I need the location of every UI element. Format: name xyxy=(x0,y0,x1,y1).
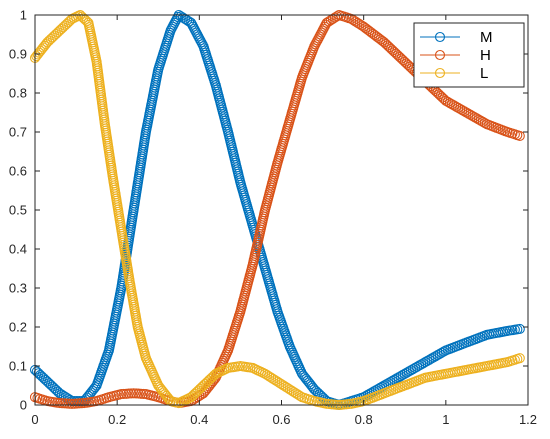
point-L-2-4 xyxy=(61,18,72,29)
point-L-16 xyxy=(186,392,197,403)
point-M-4-7 xyxy=(88,383,99,395)
series-L xyxy=(29,9,525,411)
point-M-1-2 xyxy=(45,379,56,390)
point-M-0-1 xyxy=(31,366,42,377)
point-M-0-5 xyxy=(38,373,49,384)
point-L-16-6 xyxy=(196,382,207,393)
point-M-0-6 xyxy=(40,374,51,385)
point-L-17-2 xyxy=(201,377,213,388)
point-L-24-5 xyxy=(294,390,306,401)
legend-label-H: H xyxy=(480,47,491,64)
y-tick-label: 0.7 xyxy=(9,125,27,140)
point-M-35 xyxy=(514,323,525,335)
point-L-1-3 xyxy=(47,32,58,43)
y-tick-label: 0.3 xyxy=(9,281,27,296)
point-M-3 xyxy=(66,396,78,407)
point-L-2 xyxy=(54,25,65,36)
x-tick-label: 1 xyxy=(442,412,449,427)
y-tick-label: 0.6 xyxy=(9,164,27,179)
x-tick-label: 0.4 xyxy=(190,412,208,427)
series-layer xyxy=(29,9,525,411)
point-L-16-3 xyxy=(191,387,202,398)
legend-marker-L xyxy=(434,67,446,79)
point-M-1 xyxy=(42,376,53,387)
y-tick-label: 0.9 xyxy=(9,47,27,62)
x-tick-label: 0.6 xyxy=(272,412,290,427)
point-L-1-2 xyxy=(45,33,56,45)
y-tick-label: 0 xyxy=(20,398,27,413)
legend-label-L: L xyxy=(480,65,488,82)
point-H-35 xyxy=(514,130,525,141)
point-L-2-2 xyxy=(58,22,69,33)
point-L-1-6 xyxy=(52,27,63,38)
point-M-1-1 xyxy=(44,378,55,389)
x-tick-label: 1.2 xyxy=(519,412,537,427)
point-L-1-4 xyxy=(49,30,60,41)
point-L-17-4 xyxy=(205,373,216,384)
point-L-1-1 xyxy=(44,35,55,46)
point-L-2-1 xyxy=(56,23,67,34)
legend-marker-M xyxy=(434,31,446,43)
point-M-1-4 xyxy=(49,383,60,394)
point-H-15-12 xyxy=(222,347,233,358)
legend: MHL xyxy=(413,22,525,88)
point-L-1 xyxy=(42,37,53,48)
point-M-23-1 xyxy=(311,386,322,397)
axes-layer: 0 0.2 0.4 0.6 0.8 1 1.2 0 0.1 0.2 0.3 0.4 0.5 0.6 0.7 0… xyxy=(9,8,537,428)
legend-label-M: M xyxy=(480,29,493,46)
point-M-1-3 xyxy=(47,381,58,392)
point-L-17-3 xyxy=(203,375,214,386)
point-M-23 xyxy=(309,384,320,395)
point-L-1-5 xyxy=(51,28,62,39)
y-tick-label: 0.5 xyxy=(9,203,27,218)
point-M-0-2 xyxy=(33,368,44,379)
legend-marker-H xyxy=(434,49,446,61)
point-L-17 xyxy=(198,380,209,391)
point-L-16-5 xyxy=(194,383,205,394)
y-tick-label: 0.1 xyxy=(9,359,27,374)
point-L-16-1 xyxy=(187,390,198,401)
y-tick-label: 1 xyxy=(20,8,27,23)
point-L-16-4 xyxy=(193,385,204,396)
point-M-3-1 xyxy=(69,396,80,407)
point-M-0-4 xyxy=(36,371,48,382)
point-M-0-3 xyxy=(35,369,46,380)
y-tick-label: 0.2 xyxy=(9,320,27,335)
y-tick-label: 0.4 xyxy=(9,242,27,257)
x-tick-label: 0.8 xyxy=(355,412,373,427)
point-H-24-5 xyxy=(331,11,343,22)
y-tick-label: 0.8 xyxy=(9,86,27,101)
point-L-2-3 xyxy=(59,20,70,31)
x-tick-label: 0 xyxy=(31,412,38,427)
point-L-18-5 xyxy=(220,363,232,374)
point-L-38 xyxy=(514,353,525,364)
point-L-16-2 xyxy=(189,388,200,399)
x-tick-label: 0.2 xyxy=(108,412,126,427)
point-L-17-1 xyxy=(200,378,211,389)
